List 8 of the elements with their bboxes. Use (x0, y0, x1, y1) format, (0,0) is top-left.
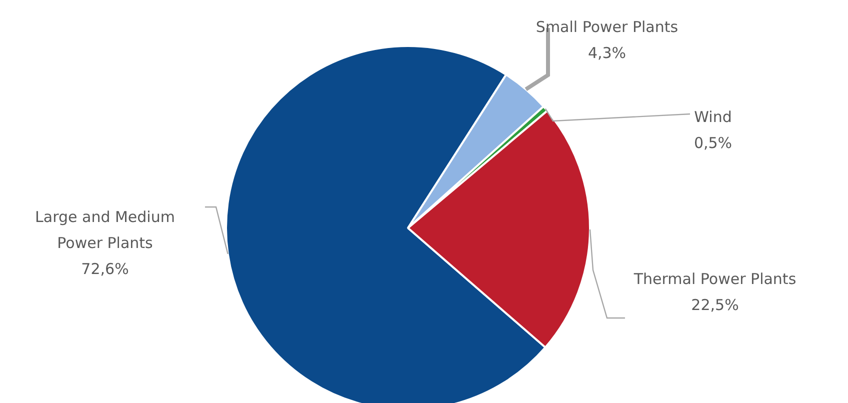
data-label: 22,5% (691, 296, 739, 314)
data-label: 72,6% (81, 260, 129, 278)
slice-label: Small Power Plants (536, 18, 678, 36)
slice-label: Large and Medium Power Plants (35, 208, 175, 252)
data-label: 0,5% (694, 134, 732, 152)
slice-label: Wind (694, 108, 732, 126)
data-label: 4,3% (588, 44, 626, 62)
slice-label: Thermal Power Plants (632, 270, 796, 288)
